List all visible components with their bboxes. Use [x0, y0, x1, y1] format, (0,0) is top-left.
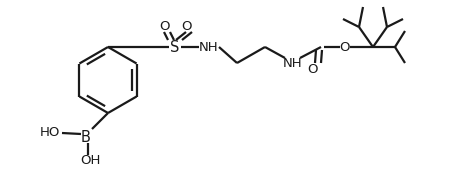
Text: B: B: [81, 130, 91, 144]
Text: HO: HO: [40, 126, 60, 139]
Text: NH: NH: [283, 56, 303, 69]
Text: NH: NH: [199, 40, 219, 53]
Text: O: O: [340, 40, 350, 53]
Text: O: O: [308, 62, 318, 76]
Text: OH: OH: [80, 154, 100, 168]
Text: O: O: [181, 19, 191, 33]
Text: S: S: [170, 40, 180, 55]
Text: O: O: [159, 19, 169, 33]
